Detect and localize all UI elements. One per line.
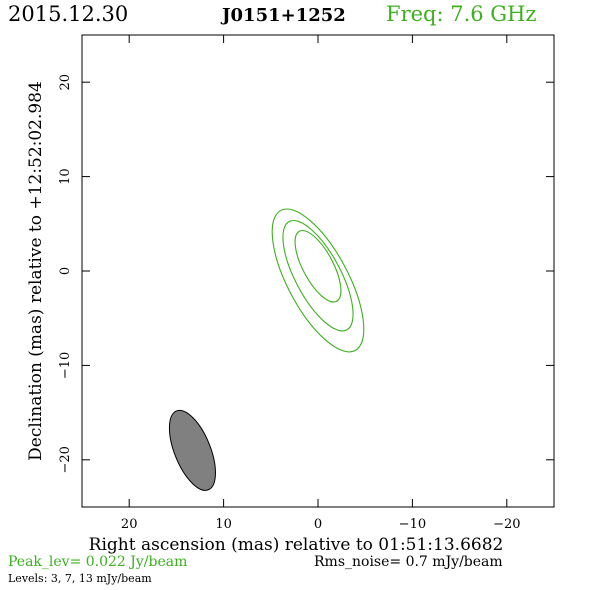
x-tick-label: −10 bbox=[399, 517, 426, 532]
plot-frame bbox=[81, 34, 555, 508]
x-tick-label: 20 bbox=[121, 517, 138, 532]
axis-tick-labels: 20 10 0 −10 −20 20 10 0 −10 −20 bbox=[58, 74, 521, 532]
contour-levels: Levels: 3, 7, 13 mJy/beam bbox=[8, 572, 152, 585]
axis-ticks bbox=[82, 35, 554, 507]
y-tick-label: −20 bbox=[58, 446, 73, 473]
contour-lines bbox=[271, 208, 365, 353]
beam-shape bbox=[168, 409, 216, 491]
beam-ellipse bbox=[168, 409, 216, 491]
x-tick-label: 10 bbox=[215, 517, 232, 532]
source-name: J0151+1252 bbox=[220, 5, 346, 26]
y-tick-label: 10 bbox=[58, 168, 73, 185]
rms-noise: Rms_noise= 0.7 mJy/beam bbox=[314, 554, 503, 570]
contour-level-13 bbox=[294, 230, 342, 303]
peak-level: Peak_lev= 0.022 Jy/beam bbox=[8, 554, 187, 570]
contour-level-7 bbox=[282, 219, 354, 332]
y-tick-label: 20 bbox=[58, 74, 73, 91]
frequency-label: Freq: 7.6 GHz bbox=[386, 2, 536, 26]
contour-level-3 bbox=[271, 208, 365, 353]
x-axis-label: Right ascension (mas) relative to 01:51:… bbox=[89, 535, 504, 555]
y-tick-label: 0 bbox=[58, 267, 73, 275]
y-axis-label: Declination (mas) relative to +12:52:02.… bbox=[26, 81, 46, 461]
x-tick-label: 0 bbox=[314, 517, 322, 532]
observation-date: 2015.12.30 bbox=[8, 2, 128, 26]
x-tick-label: −20 bbox=[493, 517, 520, 532]
y-tick-label: −10 bbox=[58, 352, 73, 379]
